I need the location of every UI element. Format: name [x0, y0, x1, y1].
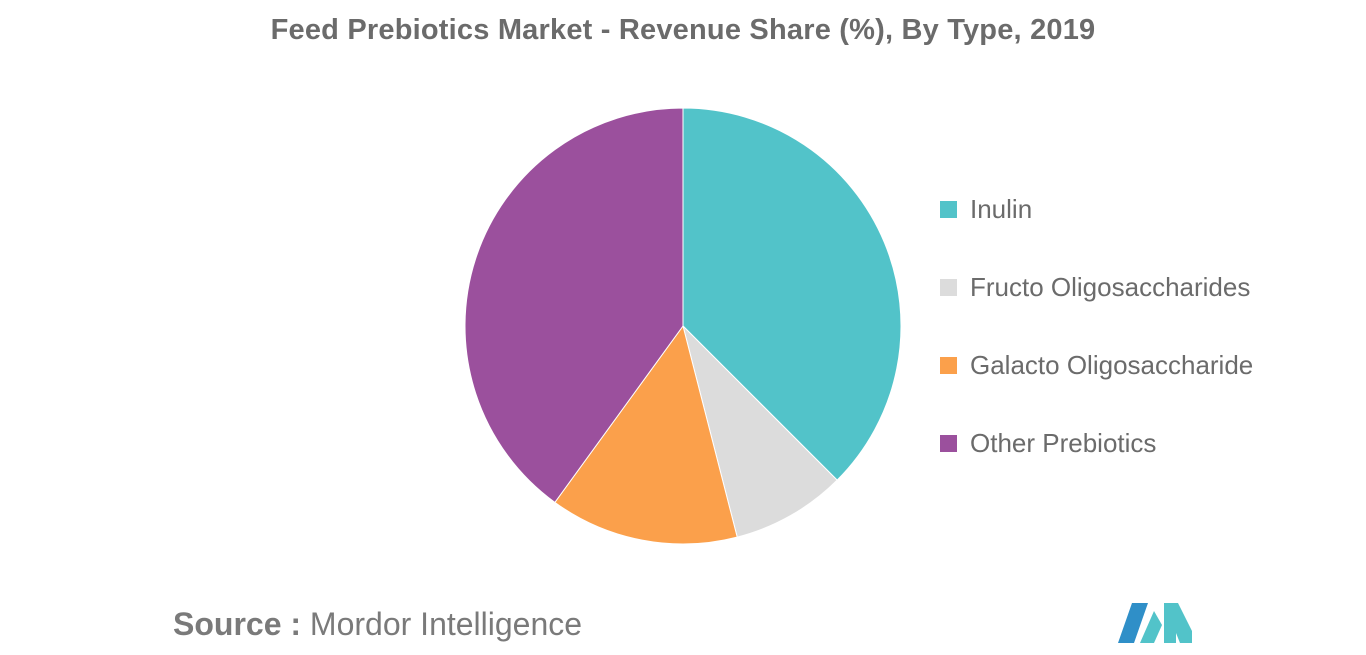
legend-swatch: [940, 357, 957, 374]
legend-item: Other Prebiotics: [940, 424, 1253, 463]
legend-item: Inulin: [940, 190, 1253, 229]
pie-slice-fructo-oligosaccharides: [682, 324, 838, 538]
legend-label: Inulin: [970, 194, 1033, 224]
legend-label: Other Prebiotics: [970, 428, 1157, 458]
legend-swatch: [940, 201, 957, 218]
pie-slice-other-prebiotics: [464, 107, 684, 504]
legend-swatch: [940, 279, 957, 296]
legend-label: Galacto Oligosaccharide: [970, 350, 1254, 380]
logo-shape-left: [1118, 603, 1148, 643]
source-note: Source : Mordor Intelligence: [173, 606, 582, 643]
chart-legend: Inulin Fructo Oligosaccharides Galacto Oli…: [940, 190, 1253, 502]
logo-shape-middle: [1140, 611, 1162, 643]
legend-label: Fructo Oligosaccharides: [970, 272, 1251, 302]
pie-slices: [464, 107, 902, 545]
legend-item: Fructo Oligosaccharides: [940, 268, 1253, 307]
source-label: Source :: [173, 606, 302, 642]
logo-shape-right: [1164, 603, 1192, 643]
pie-slice-galacto-oligosaccharide: [554, 324, 738, 545]
legend-swatch: [940, 435, 957, 452]
mordor-intelligence-logo-icon: [1118, 603, 1192, 643]
chart-title: Feed Prebiotics Market - Revenue Share (…: [270, 14, 1096, 46]
source-text: Mordor Intelligence: [309, 606, 583, 642]
pie-slice-inulin: [682, 107, 902, 481]
legend-item: Galacto Oligosaccharide: [940, 346, 1253, 385]
